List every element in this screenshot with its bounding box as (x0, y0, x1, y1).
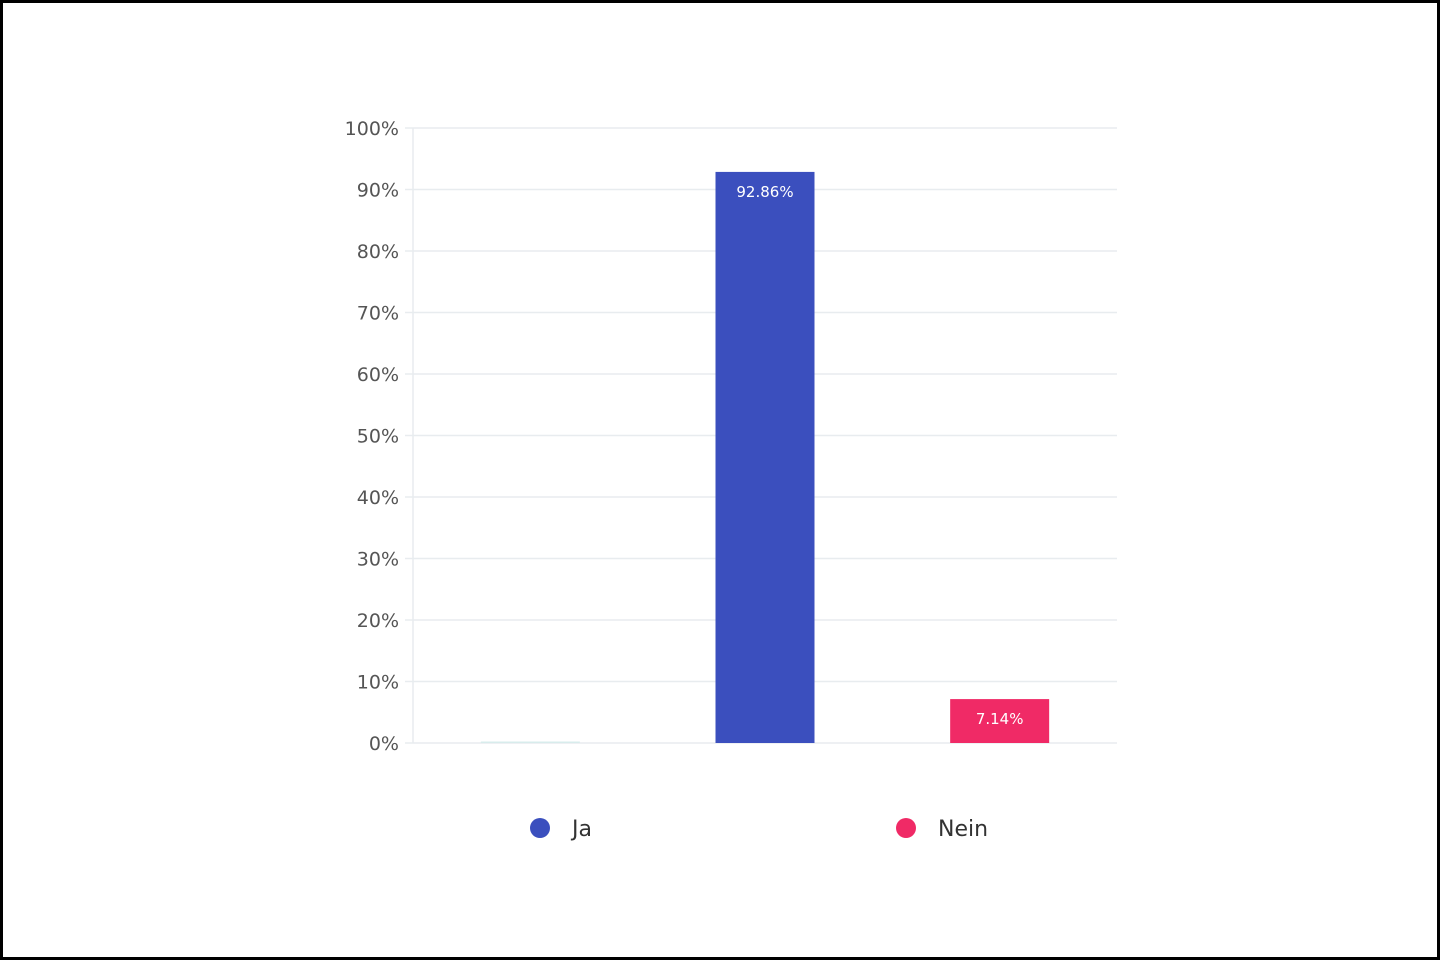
bar-value-label: 7.14% (976, 710, 1024, 728)
legend-item-nein[interactable]: Nein (896, 817, 988, 842)
bars (481, 172, 1049, 743)
bar-ja[interactable] (716, 172, 815, 743)
y-tick-label: 50% (357, 426, 399, 448)
bar-chart: 0% 10% 20% 30% 40% 50% 60% 70% 80% 90% 100% 92.86%… (3, 3, 1440, 963)
legend: Ja Nein (530, 817, 988, 842)
y-tick-label: 30% (357, 549, 399, 571)
y-tick-label: 70% (357, 303, 399, 325)
bar-empty[interactable] (481, 742, 580, 744)
legend-label: Nein (938, 817, 988, 842)
bar-value-label: 92.86% (736, 183, 793, 201)
y-tick-label: 0% (369, 733, 399, 755)
legend-label: Ja (570, 817, 592, 842)
legend-item-ja[interactable]: Ja (530, 817, 592, 842)
legend-marker (530, 818, 550, 838)
legend-marker (896, 818, 916, 838)
y-tick-label: 90% (357, 180, 399, 202)
y-tick-label: 100% (345, 118, 399, 140)
y-tick-label: 40% (357, 487, 399, 509)
y-tick-label: 20% (357, 610, 399, 632)
y-axis: 0% 10% 20% 30% 40% 50% 60% 70% 80% 90% 100% (345, 118, 413, 755)
y-tick-label: 80% (357, 241, 399, 263)
y-tick-label: 60% (357, 364, 399, 386)
y-tick-label: 10% (357, 672, 399, 694)
